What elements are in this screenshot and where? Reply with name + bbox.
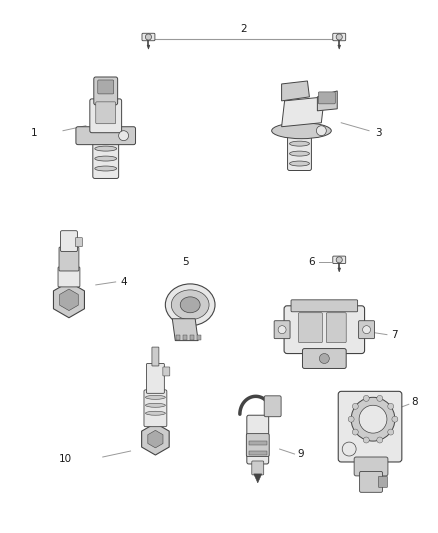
FancyBboxPatch shape: [298, 313, 322, 343]
Polygon shape: [338, 45, 340, 49]
FancyBboxPatch shape: [142, 33, 155, 41]
FancyBboxPatch shape: [354, 457, 388, 476]
Circle shape: [363, 326, 371, 334]
Circle shape: [352, 429, 358, 435]
Ellipse shape: [171, 290, 209, 320]
FancyBboxPatch shape: [76, 127, 135, 144]
Circle shape: [377, 437, 383, 443]
Circle shape: [388, 429, 394, 435]
FancyBboxPatch shape: [333, 256, 346, 263]
Circle shape: [145, 34, 152, 40]
Bar: [249, 451, 267, 455]
FancyBboxPatch shape: [333, 33, 346, 41]
Bar: [176, 335, 180, 340]
Polygon shape: [172, 319, 198, 341]
Text: 7: 7: [391, 329, 398, 340]
Circle shape: [359, 405, 387, 433]
FancyBboxPatch shape: [59, 247, 79, 271]
Ellipse shape: [290, 161, 309, 166]
Bar: [190, 335, 194, 340]
FancyBboxPatch shape: [318, 92, 335, 104]
FancyBboxPatch shape: [96, 102, 116, 124]
Polygon shape: [53, 282, 85, 318]
FancyBboxPatch shape: [58, 267, 80, 287]
Text: 5: 5: [182, 257, 188, 267]
FancyBboxPatch shape: [303, 349, 346, 368]
Circle shape: [316, 126, 326, 136]
Text: 8: 8: [411, 397, 417, 407]
FancyBboxPatch shape: [60, 231, 78, 252]
Polygon shape: [318, 91, 337, 111]
FancyBboxPatch shape: [264, 396, 281, 417]
Polygon shape: [338, 268, 340, 272]
Ellipse shape: [95, 146, 117, 151]
FancyBboxPatch shape: [152, 347, 159, 366]
Polygon shape: [282, 81, 309, 101]
Circle shape: [342, 442, 356, 456]
Circle shape: [319, 353, 329, 364]
Ellipse shape: [95, 166, 117, 171]
FancyBboxPatch shape: [246, 434, 269, 456]
Ellipse shape: [272, 123, 331, 139]
Circle shape: [392, 416, 398, 422]
Text: 2: 2: [240, 24, 247, 34]
FancyBboxPatch shape: [163, 367, 170, 376]
Ellipse shape: [290, 141, 309, 146]
Bar: [249, 441, 267, 445]
Polygon shape: [60, 289, 78, 311]
FancyBboxPatch shape: [90, 99, 122, 133]
FancyBboxPatch shape: [94, 77, 118, 105]
Circle shape: [352, 403, 358, 409]
FancyBboxPatch shape: [288, 132, 311, 171]
Polygon shape: [141, 423, 169, 455]
FancyBboxPatch shape: [98, 80, 114, 94]
Text: 3: 3: [375, 128, 381, 138]
Polygon shape: [254, 474, 262, 483]
Circle shape: [348, 416, 354, 422]
Ellipse shape: [145, 403, 165, 407]
Text: 4: 4: [120, 277, 127, 287]
FancyBboxPatch shape: [360, 471, 382, 492]
Ellipse shape: [180, 297, 200, 313]
Circle shape: [119, 131, 129, 141]
Ellipse shape: [145, 411, 165, 415]
Text: 10: 10: [59, 454, 72, 464]
Circle shape: [377, 395, 383, 401]
FancyBboxPatch shape: [144, 390, 167, 426]
FancyBboxPatch shape: [378, 477, 388, 487]
Ellipse shape: [165, 284, 215, 326]
Circle shape: [388, 403, 394, 409]
FancyBboxPatch shape: [284, 306, 364, 353]
FancyBboxPatch shape: [247, 415, 268, 464]
Polygon shape: [148, 430, 163, 448]
FancyBboxPatch shape: [146, 364, 164, 393]
FancyBboxPatch shape: [252, 461, 264, 475]
Circle shape: [351, 397, 395, 441]
FancyBboxPatch shape: [93, 136, 119, 179]
Polygon shape: [147, 45, 150, 49]
FancyBboxPatch shape: [291, 300, 357, 312]
Bar: [197, 335, 201, 340]
Bar: [183, 335, 187, 340]
FancyBboxPatch shape: [326, 313, 346, 343]
Circle shape: [278, 326, 286, 334]
Circle shape: [363, 437, 369, 443]
Ellipse shape: [95, 156, 117, 161]
Circle shape: [336, 257, 342, 263]
FancyBboxPatch shape: [338, 391, 402, 462]
Polygon shape: [282, 97, 324, 127]
Text: 6: 6: [308, 257, 314, 267]
Ellipse shape: [290, 151, 309, 156]
Ellipse shape: [145, 395, 165, 399]
Text: 9: 9: [297, 449, 304, 459]
Circle shape: [363, 395, 369, 401]
Circle shape: [336, 34, 342, 40]
Text: 1: 1: [31, 128, 38, 138]
FancyBboxPatch shape: [359, 321, 374, 338]
FancyBboxPatch shape: [274, 321, 290, 338]
FancyBboxPatch shape: [75, 238, 82, 247]
